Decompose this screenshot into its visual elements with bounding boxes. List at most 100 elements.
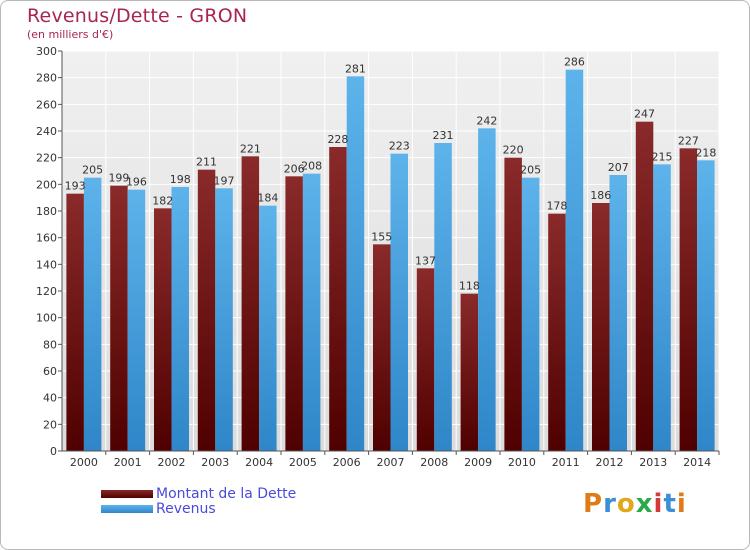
- bar-dette: [110, 185, 128, 451]
- chart-title: Revenus/Dette - GRON: [27, 5, 248, 27]
- data-label: 281: [345, 62, 366, 75]
- bar-dette: [592, 203, 610, 451]
- data-label: 218: [695, 146, 716, 159]
- legend-swatch-revenus: [101, 505, 153, 513]
- x-tick-label: 2005: [289, 456, 317, 469]
- data-label: 206: [284, 162, 305, 175]
- legend-swatch-dette: [101, 490, 153, 498]
- y-tick-label: 220: [36, 152, 57, 165]
- bar-revenus: [521, 177, 540, 451]
- bar-dette: [416, 268, 435, 451]
- data-label: 196: [126, 176, 147, 189]
- legend-label-dette: Montant de la Dette: [156, 486, 297, 502]
- x-tick-label: 2008: [420, 456, 448, 469]
- x-tick-label: 2011: [552, 456, 580, 469]
- y-tick-label: 0: [50, 445, 57, 458]
- bar-dette: [154, 208, 172, 451]
- data-label: 242: [476, 114, 497, 127]
- bar-dette: [329, 147, 347, 451]
- y-tick-label: 20: [43, 418, 57, 431]
- proxiti-logo: Proxiti: [583, 489, 687, 519]
- bar-dette: [635, 121, 654, 452]
- x-tick-label: 2006: [333, 456, 361, 469]
- data-label: 247: [634, 108, 655, 121]
- data-label: 220: [503, 144, 524, 157]
- bar-revenus: [215, 188, 233, 452]
- data-label: 208: [301, 160, 322, 173]
- data-label: 118: [459, 280, 480, 293]
- data-label: 205: [520, 164, 541, 177]
- data-label: 199: [108, 172, 129, 185]
- y-tick-label: 260: [36, 98, 57, 111]
- bar-revenus: [127, 189, 146, 451]
- y-tick-label: 120: [36, 285, 57, 298]
- bars-group: [66, 69, 715, 452]
- data-label: 227: [678, 134, 699, 147]
- y-tick-label: 60: [43, 365, 57, 378]
- y-tick-label: 180: [36, 205, 57, 218]
- x-tick-label: 2007: [377, 456, 405, 469]
- chart-subtitle: (en milliers d'€): [27, 28, 114, 41]
- x-tick-label: 2002: [158, 456, 186, 469]
- bar-revenus: [565, 69, 584, 452]
- data-label: 184: [257, 192, 278, 205]
- x-tick-label: 2003: [201, 456, 229, 469]
- x-tick-label: 2001: [114, 456, 142, 469]
- legend-label-revenus: Revenus: [156, 501, 216, 517]
- bar-dette: [285, 176, 303, 452]
- data-label: 186: [590, 189, 611, 202]
- x-tick-label: 2012: [596, 456, 624, 469]
- data-label: 228: [327, 133, 348, 146]
- x-tick-label: 2000: [70, 456, 98, 469]
- bar-revenus: [390, 153, 408, 451]
- bar-revenus: [346, 76, 365, 451]
- bar-revenus: [302, 173, 321, 451]
- data-label: 231: [433, 129, 454, 142]
- bar-revenus: [653, 164, 671, 452]
- data-label: 211: [196, 156, 217, 169]
- bar-revenus: [697, 160, 715, 452]
- y-tick-label: 100: [36, 312, 57, 325]
- bar-dette: [548, 213, 566, 451]
- data-label: 215: [652, 150, 673, 163]
- x-tick-label: 2014: [683, 456, 711, 469]
- bar-dette: [504, 157, 522, 451]
- y-tick-label: 140: [36, 258, 57, 271]
- x-tick-label: 2013: [639, 456, 667, 469]
- data-label: 207: [608, 161, 629, 174]
- bar-revenus: [259, 205, 277, 451]
- data-label: 155: [371, 230, 392, 243]
- data-label: 137: [415, 254, 436, 267]
- bar-revenus: [83, 177, 102, 451]
- bar-revenus: [609, 175, 627, 451]
- y-tick-label: 200: [36, 178, 57, 191]
- data-label: 223: [389, 140, 410, 153]
- data-label: 193: [65, 180, 86, 193]
- y-tick-label: 40: [43, 392, 57, 405]
- x-tick-label: 2004: [245, 456, 273, 469]
- data-label: 178: [546, 200, 567, 213]
- data-label: 286: [564, 56, 585, 69]
- bar-revenus: [478, 128, 496, 451]
- y-tick-label: 280: [36, 72, 57, 85]
- bar-dette: [679, 148, 698, 452]
- bar-dette: [460, 293, 479, 451]
- bar-dette: [373, 244, 391, 451]
- bar-dette: [241, 156, 260, 452]
- data-label: 197: [214, 174, 235, 187]
- data-label: 205: [82, 164, 103, 177]
- x-tick-label: 2009: [464, 456, 492, 469]
- bar-revenus: [171, 187, 189, 451]
- data-label: 198: [170, 173, 191, 186]
- y-tick-label: 80: [43, 338, 57, 351]
- y-tick-label: 240: [36, 125, 57, 138]
- axes: 0 20 40 60 80 100 120 140 160 180 200 220 240 260 280 3…: [36, 45, 720, 469]
- bar-revenus: [434, 143, 452, 451]
- y-tick-label: 160: [36, 232, 57, 245]
- y-tick-label: 300: [36, 45, 57, 58]
- x-tick-label: 2010: [508, 456, 536, 469]
- bar-dette: [66, 193, 84, 451]
